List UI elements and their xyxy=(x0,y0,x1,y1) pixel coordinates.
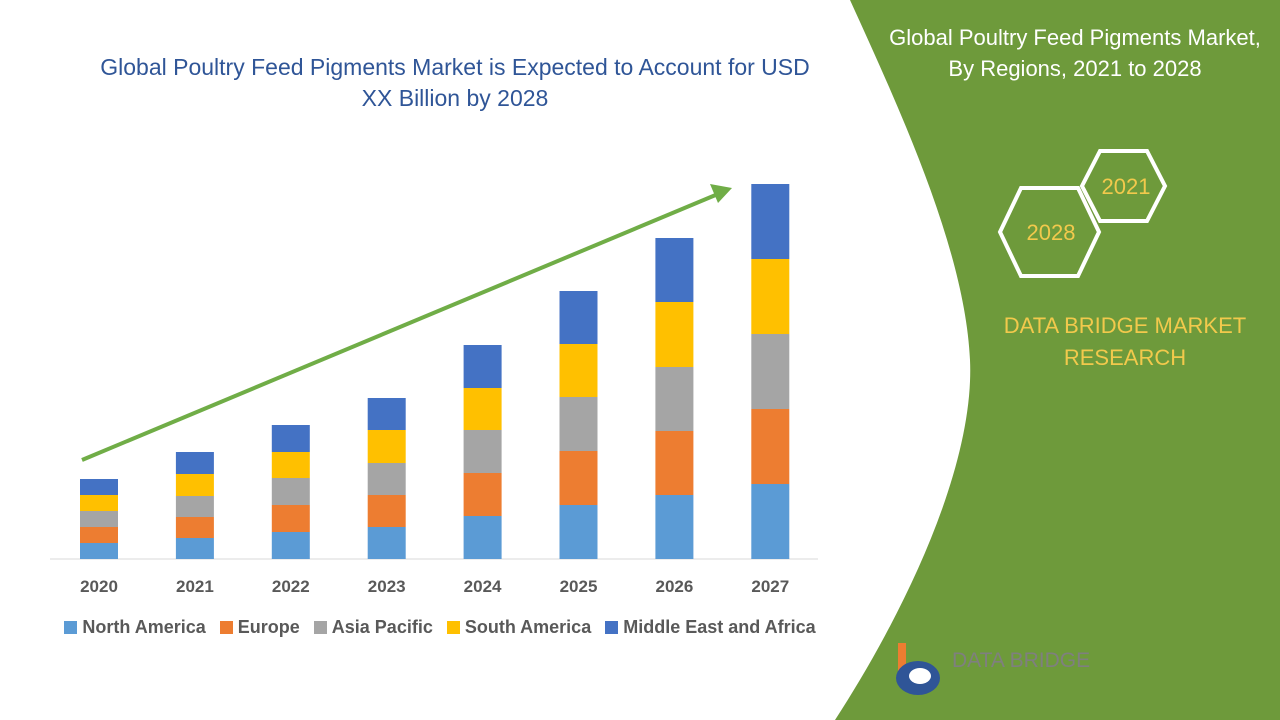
brand: DATA BRIDGE MARKET RESEARCH xyxy=(1003,313,1247,370)
x-tick-label: 2026 xyxy=(655,577,693,596)
bar-segment xyxy=(175,452,214,474)
bar-segment xyxy=(559,397,598,451)
x-tick-label: 2022 xyxy=(272,577,310,596)
bar-segment xyxy=(175,517,214,538)
legend-item: Middle East and Africa xyxy=(605,617,816,638)
legend-item: Europe xyxy=(219,617,300,638)
x-tick-label: 2025 xyxy=(560,577,598,596)
hexagon xyxy=(997,186,1102,278)
panel-title: Global Poultry Feed Pigments Market, By … xyxy=(889,25,1261,81)
legend-swatch xyxy=(605,621,619,634)
legend-label: South America xyxy=(464,617,592,637)
bar-segment xyxy=(367,398,406,430)
bars: 2020 2021 2022 2023 2024 2025 2026 2027 xyxy=(80,184,790,596)
bar-segment xyxy=(367,463,406,495)
bar-segment xyxy=(751,259,790,334)
legend-swatch xyxy=(313,621,327,634)
bar-segment xyxy=(463,345,502,388)
bar-segment xyxy=(655,495,694,559)
bar-segment xyxy=(367,430,406,463)
bar-segment xyxy=(175,496,214,517)
legend-label: Asia Pacific xyxy=(331,617,433,637)
logo-mark xyxy=(896,643,940,695)
legend-swatch xyxy=(64,621,78,634)
bar-segment xyxy=(80,495,118,511)
bar-segment xyxy=(271,478,310,505)
bar-segment xyxy=(751,484,790,559)
logo-bar xyxy=(898,643,906,683)
bar-segment xyxy=(751,409,790,484)
bar-segment xyxy=(80,543,118,559)
hex-label: 2028 xyxy=(1027,220,1076,245)
bar-segment xyxy=(175,538,214,559)
legend-item: Asia Pacific xyxy=(313,617,433,638)
bar-segment xyxy=(175,474,214,496)
legend-label: North America xyxy=(82,617,206,637)
bar-segment xyxy=(559,505,598,559)
hex-label: 2021 xyxy=(1102,174,1151,199)
chart-title: Global Poultry Feed Pigments Market is E… xyxy=(100,54,810,111)
x-tick-label: 2023 xyxy=(368,577,406,596)
x-tick-label: 2024 xyxy=(464,577,502,596)
bar-segment xyxy=(655,367,694,431)
side-panel xyxy=(835,0,1280,720)
legend-swatch xyxy=(446,621,460,634)
bar-segment xyxy=(463,388,502,430)
legend-item: South America xyxy=(446,617,592,638)
x-tick-label: 2020 xyxy=(80,577,118,596)
arrow-head xyxy=(710,184,732,203)
bar-segment xyxy=(80,479,118,495)
trend-arrow xyxy=(81,192,719,462)
bar-segment xyxy=(655,431,694,495)
x-tick-label: 2027 xyxy=(751,577,789,596)
bar-segment xyxy=(80,527,118,543)
bar-segment xyxy=(463,516,502,559)
bar-segment xyxy=(463,473,502,516)
bar-segment xyxy=(559,344,598,397)
bar-segment xyxy=(559,291,598,344)
bar-segment xyxy=(80,511,118,527)
logo-text: DATA BRIDGE xyxy=(952,649,1091,672)
bar-segment xyxy=(271,505,310,532)
bar-segment xyxy=(559,451,598,505)
bar-segment xyxy=(655,238,694,302)
bar-segment xyxy=(751,334,790,409)
hexagon xyxy=(1079,149,1168,223)
legend-swatch xyxy=(219,621,233,634)
bar-segment xyxy=(367,527,406,559)
logo-shape xyxy=(909,668,931,684)
legend: North America Europe Asia Pacific South Ame… xyxy=(40,617,840,638)
bar-segment xyxy=(367,495,406,527)
legend-label: Middle East and Africa xyxy=(623,617,816,637)
legend-label: Europe xyxy=(237,617,300,637)
bar-segment xyxy=(751,184,790,259)
bar-segment xyxy=(271,532,310,559)
bar-segment xyxy=(655,302,694,367)
bar-segment xyxy=(463,430,502,473)
legend-item: North America xyxy=(64,617,206,638)
bar-segment xyxy=(271,452,310,478)
bar-segment xyxy=(271,425,310,452)
x-tick-label: 2021 xyxy=(176,577,214,596)
